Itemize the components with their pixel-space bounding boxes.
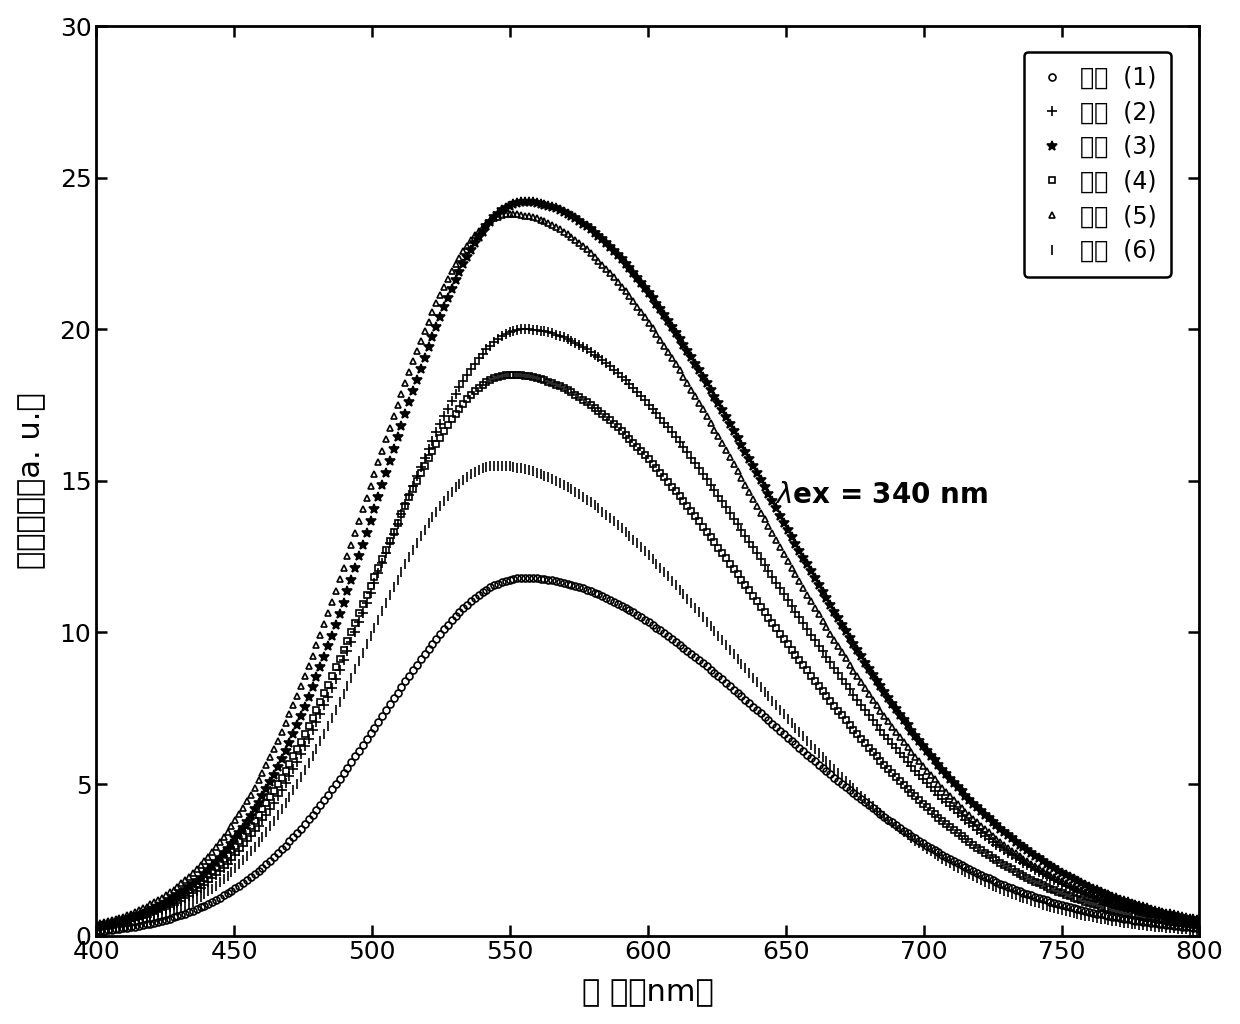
配比  (4) [502,369,517,381]
配比  (5) [236,802,250,814]
配比  (1) [89,926,104,938]
配比  (5) [1066,881,1081,893]
Line: 配比  (1): 配比 (1) [93,574,1200,935]
配比  (2) [723,507,738,519]
配比  (4) [236,830,250,843]
Text: $\lambda$ex = 340 nm: $\lambda$ex = 340 nm [775,481,987,509]
Line: 配比  (4): 配比 (4) [93,372,1200,931]
配比  (6) [236,854,250,866]
配比  (4) [1066,892,1081,904]
Line: 配比  (2): 配比 (2) [92,325,1202,933]
配比  (3) [908,730,923,742]
配比  (6) [723,643,738,655]
配比  (2) [89,923,104,935]
配比  (4) [908,791,923,803]
配比  (3) [1190,913,1205,926]
配比  (3) [228,833,243,845]
配比  (6) [1190,924,1205,936]
配比  (3) [517,196,532,208]
Line: 配比  (3): 配比 (3) [92,198,1202,932]
配比  (5) [502,208,517,220]
配比  (4) [1190,920,1205,932]
X-axis label: 波 长（nm）: 波 长（nm） [582,978,714,1008]
配比  (4) [723,557,738,569]
配比  (4) [89,921,104,933]
配比  (1) [1190,922,1205,934]
配比  (3) [723,418,738,430]
配比  (6) [89,925,104,937]
配比  (2) [1066,883,1081,895]
配比  (5) [723,451,738,463]
配比  (5) [89,919,104,931]
Line: 配比  (6): 配比 (6) [92,461,1202,936]
配比  (2) [517,324,532,336]
配比  (4) [228,840,243,852]
配比  (2) [247,825,262,838]
配比  (5) [908,751,923,763]
配比  (1) [228,882,243,894]
配比  (3) [89,921,104,933]
配比  (2) [236,840,250,852]
配比  (6) [1066,907,1081,920]
配比  (2) [1190,916,1205,929]
配比  (1) [517,571,532,584]
配比  (1) [236,877,250,889]
配比  (5) [1190,916,1205,929]
配比  (5) [228,814,243,826]
Line: 配比  (5): 配比 (5) [93,211,1200,928]
配比  (1) [723,680,738,692]
配比  (1) [247,868,262,881]
配比  (3) [236,821,250,834]
配比  (4) [247,814,262,826]
配比  (3) [247,803,262,815]
配比  (1) [908,833,923,845]
Y-axis label: 相对强度（a. u.）: 相对强度（a. u.） [16,392,46,569]
Legend: 配比  (1), 配比  (2), 配比  (3), 配比  (4), 配比  (5), 配比  (6): 配比 (1), 配比 (2), 配比 (3), 配比 (4), 配比 (5), … [1023,51,1171,278]
配比  (6) [491,460,506,472]
配比  (6) [908,835,923,847]
配比  (2) [228,849,243,861]
配比  (6) [228,862,243,874]
配比  (1) [1066,902,1081,914]
配比  (2) [908,764,923,776]
配比  (5) [247,781,262,794]
配比  (6) [247,841,262,853]
配比  (3) [1066,873,1081,886]
